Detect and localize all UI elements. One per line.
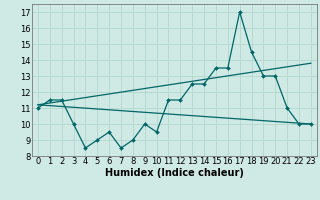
X-axis label: Humidex (Indice chaleur): Humidex (Indice chaleur) [105, 168, 244, 178]
